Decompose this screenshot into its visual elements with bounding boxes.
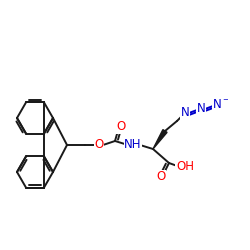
Text: O: O [94, 138, 104, 151]
Text: O: O [116, 120, 126, 134]
Text: O: O [156, 170, 166, 183]
Text: N: N [196, 102, 205, 116]
Text: $^{-}$: $^{-}$ [222, 97, 229, 107]
Text: N: N [180, 106, 190, 120]
Text: NH: NH [124, 138, 142, 151]
Text: OH: OH [176, 160, 194, 173]
Polygon shape [153, 130, 167, 149]
Text: N: N [212, 98, 222, 112]
